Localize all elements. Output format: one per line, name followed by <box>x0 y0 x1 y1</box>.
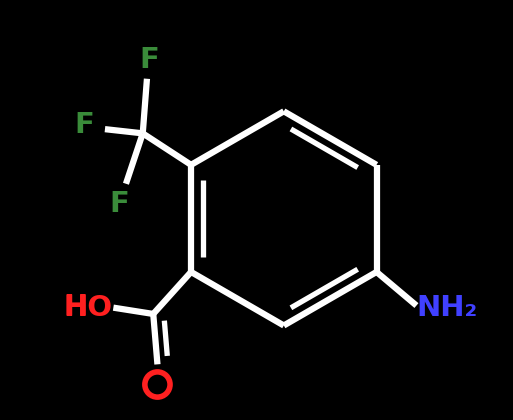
Text: F: F <box>139 46 159 74</box>
Text: NH₂: NH₂ <box>416 294 477 322</box>
Text: H: H <box>64 293 88 321</box>
Text: HO: HO <box>64 294 113 322</box>
Text: F: F <box>75 111 95 139</box>
Text: F: F <box>110 190 130 218</box>
